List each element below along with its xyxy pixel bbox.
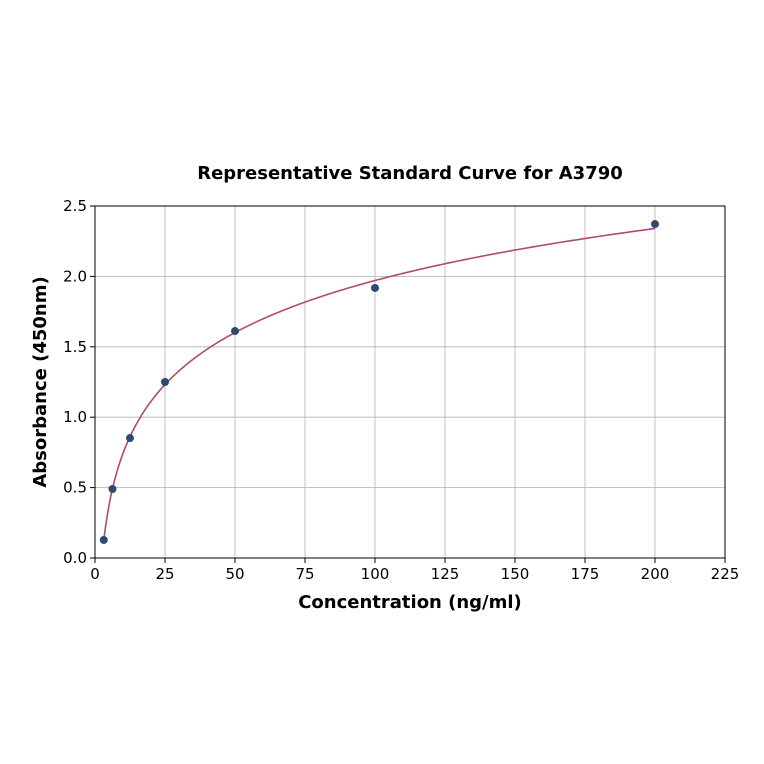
data-point xyxy=(126,434,134,443)
x-tick-label: 225 xyxy=(711,565,740,583)
x-tick-label: 25 xyxy=(155,565,174,583)
x-tick-label: 125 xyxy=(431,565,460,583)
fit-curve xyxy=(102,227,656,541)
y-tick-label: 1.0 xyxy=(63,408,87,426)
data-point xyxy=(108,485,117,494)
data-point xyxy=(161,378,169,386)
data-point xyxy=(99,535,108,544)
x-tick-label: 75 xyxy=(295,565,314,583)
y-tick-label: 0.0 xyxy=(63,549,87,567)
chart-title: Representative Standard Curve for A3790 xyxy=(197,163,623,184)
x-tick-label: 50 xyxy=(225,565,244,583)
y-tick-label: 1.5 xyxy=(63,338,87,356)
x-axis-label: Concentration (ng/ml) xyxy=(298,592,522,613)
x-tick-label: 0 xyxy=(90,565,100,583)
data-point xyxy=(371,283,379,292)
y-axis-label: Absorbance (450nm) xyxy=(30,276,51,487)
data-point xyxy=(231,327,239,336)
y-tick-label: 2.5 xyxy=(63,197,87,215)
x-tick-label: 100 xyxy=(361,565,390,583)
y-tick-label: 2.0 xyxy=(63,267,87,285)
x-tick-label: 175 xyxy=(571,565,600,583)
y-tick-label: 0.5 xyxy=(63,479,87,497)
plot-frame xyxy=(94,205,726,559)
data-point xyxy=(651,220,659,229)
x-tick-label: 200 xyxy=(641,565,670,583)
x-tick-label: 150 xyxy=(501,565,530,583)
